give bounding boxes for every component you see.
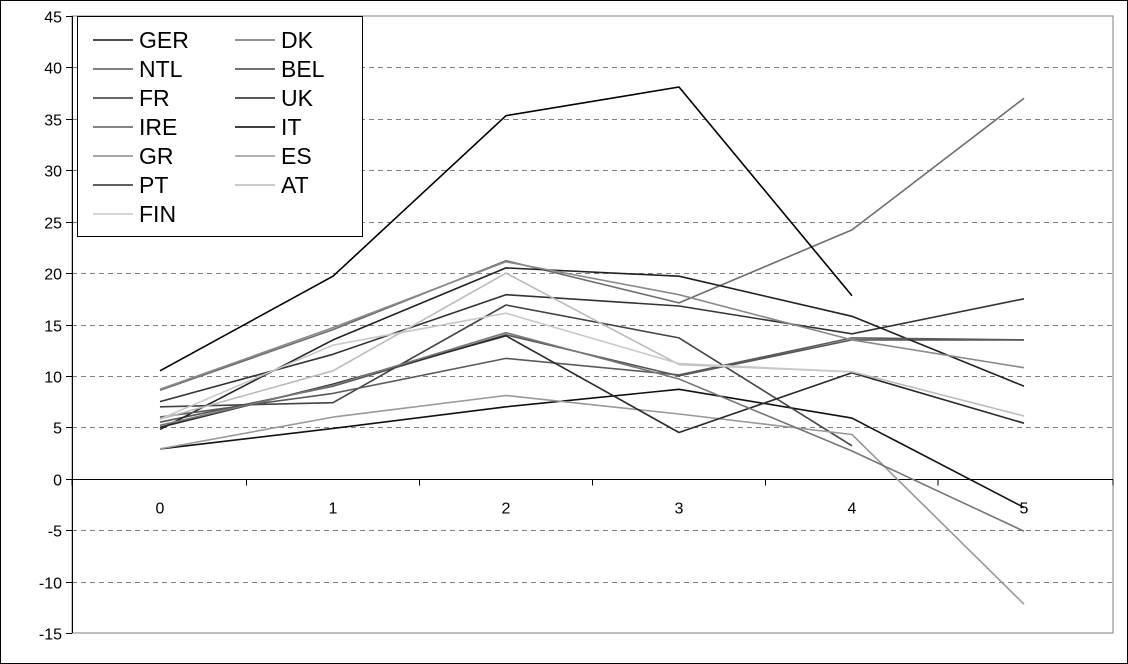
- x-tick-label: 4: [848, 501, 857, 518]
- y-tick-label: 45: [44, 10, 62, 27]
- series-line-es: [159, 394, 1025, 605]
- series-line-fin: [159, 312, 853, 420]
- legend-label-fr: FR: [139, 85, 170, 111]
- legend-label-uk: UK: [281, 85, 314, 111]
- legend-label-es: ES: [281, 143, 312, 169]
- legend-label-dk: DK: [281, 27, 314, 53]
- x-tick-label: 5: [1020, 501, 1029, 518]
- x-tick-label: 2: [502, 501, 511, 518]
- y-tick-label: 35: [44, 113, 62, 130]
- series-line-dk: [159, 97, 1025, 392]
- x-tick-label: 0: [156, 501, 165, 518]
- series-line-bel: [159, 304, 853, 447]
- y-tick-label: 40: [44, 61, 62, 78]
- series-line-it: [159, 86, 853, 372]
- y-tick-label: 30: [44, 164, 62, 181]
- series-line-unlabeled: [159, 331, 1025, 532]
- series-line-uk: [159, 267, 1025, 431]
- legend-label-gr: GR: [139, 143, 174, 169]
- y-tick-label: -5: [48, 524, 62, 541]
- y-tick-label: 5: [53, 421, 62, 438]
- y-tick-label: 25: [44, 216, 62, 233]
- y-tick-label: 20: [44, 267, 62, 284]
- series-line-pt: [159, 335, 1025, 434]
- legend-label-at: AT: [281, 172, 309, 198]
- legend: GER DK NTL BEL FR UK IRE IT GR ES PT AT FIN: [77, 16, 363, 237]
- x-tick-label: 1: [329, 501, 338, 518]
- series-line-ntl: [159, 334, 1024, 423]
- legend-label-ntl: NTL: [139, 56, 183, 82]
- legend-label-it: IT: [281, 114, 301, 140]
- series-line-gr: [159, 261, 1025, 391]
- series-lines: [159, 86, 1025, 605]
- series-line-ire: [159, 337, 1025, 418]
- y-tick-label: -10: [39, 576, 62, 593]
- legend-label-bel: BEL: [281, 56, 325, 82]
- series-line-at: [159, 272, 1025, 420]
- x-tick-label: 3: [675, 501, 684, 518]
- legend-label-ire: IRE: [139, 114, 177, 140]
- series-line-ger: [159, 388, 1025, 509]
- legend-label-ger: GER: [139, 27, 189, 53]
- y-tick-label: 10: [44, 370, 62, 387]
- y-tick-label: -15: [39, 627, 62, 644]
- y-tick-label: 15: [44, 319, 62, 336]
- legend-label-pt: PT: [139, 172, 168, 198]
- legend-label-fin: FIN: [139, 201, 176, 227]
- y-tick-label: 0: [53, 473, 62, 490]
